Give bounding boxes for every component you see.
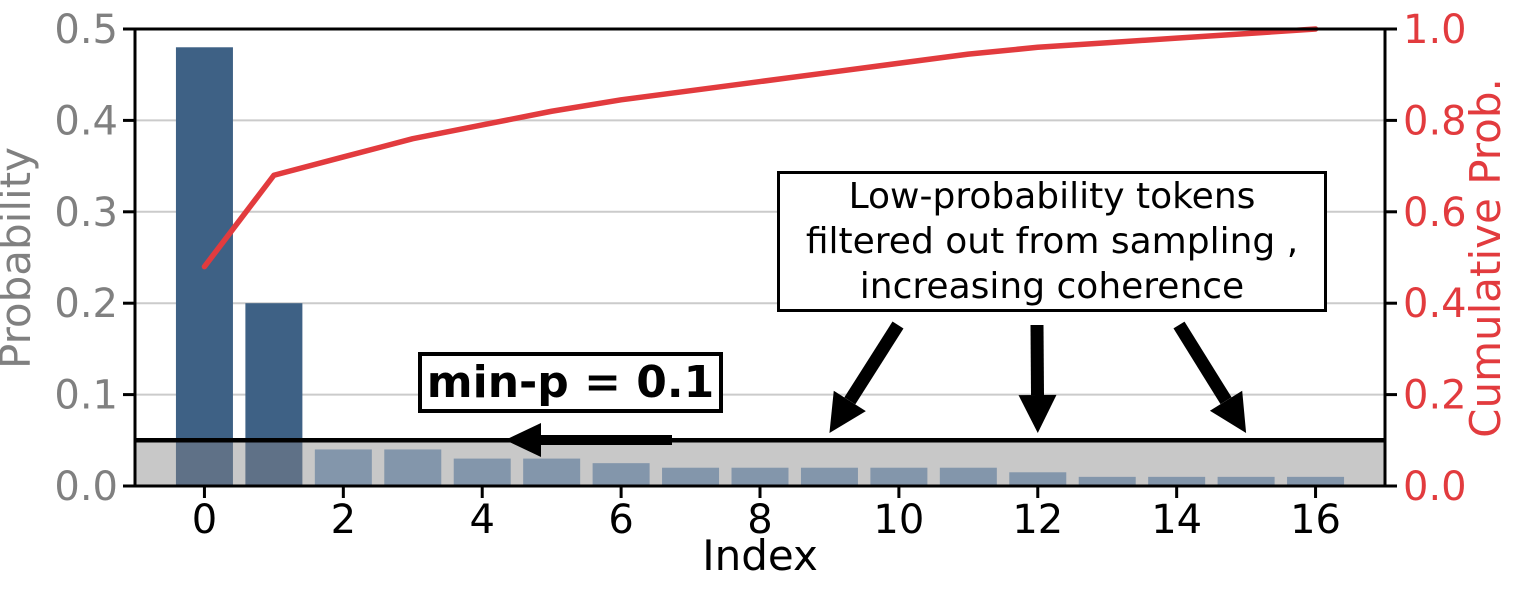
x-tick-label: 12 <box>1012 497 1063 543</box>
left-tick-label: 0.2 <box>54 281 118 327</box>
minp-arrow-head <box>505 423 541 457</box>
left-tick-label: 0.5 <box>54 7 118 53</box>
bar-4 <box>453 458 511 486</box>
left-tick-label: 0.3 <box>54 190 118 236</box>
note-arrow-3-head <box>1209 390 1247 433</box>
bar-13 <box>1078 476 1136 486</box>
bar-7 <box>662 467 720 486</box>
filtered-tokens-note-box: Low-probability tokens filtered out from… <box>777 171 1327 312</box>
tick-labels: 0 2 4 6 8 10 12 14 16 0.0 0.1 0.2 0.3 0.4 0.5 0.0 0.2 0.4… <box>54 7 1466 543</box>
right-tick-label: 0.2 <box>1403 373 1467 419</box>
x-tick-label: 4 <box>469 497 494 543</box>
x-tick-label: 10 <box>873 497 924 543</box>
note-arrow-2-shaft <box>1030 324 1045 396</box>
bar-8 <box>731 467 789 486</box>
bar-16 <box>1287 476 1345 486</box>
right-y-axis-label: Cumulative Prob. <box>1461 78 1510 438</box>
bar-5 <box>523 458 581 486</box>
bar-6 <box>592 463 650 486</box>
note-arrow-1-shaft <box>844 321 904 405</box>
cumulative-line <box>201 26 1319 270</box>
left-tick-label: 0.1 <box>54 373 118 419</box>
x-tick-label: 14 <box>1151 497 1202 543</box>
minp-threshold-label: min-p = 0.1 <box>426 357 715 408</box>
right-tick-label: 0.8 <box>1403 98 1467 144</box>
right-tick-label: 0.6 <box>1403 190 1467 236</box>
axis-ticks <box>123 27 1397 498</box>
bar-1-shaded <box>245 440 303 486</box>
right-tick-label: 1.0 <box>1403 7 1467 53</box>
bar-14 <box>1148 476 1206 486</box>
note-line-2: filtered out from sampling , <box>805 221 1299 262</box>
probability-bars <box>175 47 1345 486</box>
cumulative-polyline <box>201 26 1319 270</box>
bar-1 <box>245 303 303 441</box>
left-y-axis-label: Probability <box>0 147 40 369</box>
note-arrow-2-head <box>1018 394 1057 433</box>
bar-15 <box>1217 476 1275 486</box>
bar-10 <box>870 467 928 486</box>
bar-9 <box>800 467 858 486</box>
x-tick-label: 2 <box>331 497 356 543</box>
bar-11 <box>939 467 997 486</box>
x-tick-label: 0 <box>192 497 217 543</box>
note-arrow-1-head <box>829 390 866 433</box>
bar-3 <box>384 449 442 486</box>
right-tick-label: 0.4 <box>1403 281 1467 327</box>
x-tick-label: 8 <box>747 497 772 543</box>
bar-12 <box>1009 472 1067 486</box>
left-tick-label: 0.4 <box>54 98 118 144</box>
bar-2 <box>314 449 372 486</box>
right-tick-label: 0.0 <box>1403 464 1467 510</box>
left-tick-label: 0.0 <box>54 464 118 510</box>
x-tick-label: 16 <box>1290 497 1341 543</box>
minp-threshold-label-box: min-p = 0.1 <box>418 352 723 413</box>
x-tick-label: 6 <box>608 497 633 543</box>
note-line-3: increasing coherence <box>859 266 1245 307</box>
note-line-1: Low-probability tokens <box>848 176 1256 217</box>
annotation-arrows <box>505 321 1247 457</box>
x-axis-label: Index <box>702 531 818 580</box>
note-arrow-3-shaft <box>1173 321 1232 405</box>
bar-0-shaded <box>175 440 233 486</box>
